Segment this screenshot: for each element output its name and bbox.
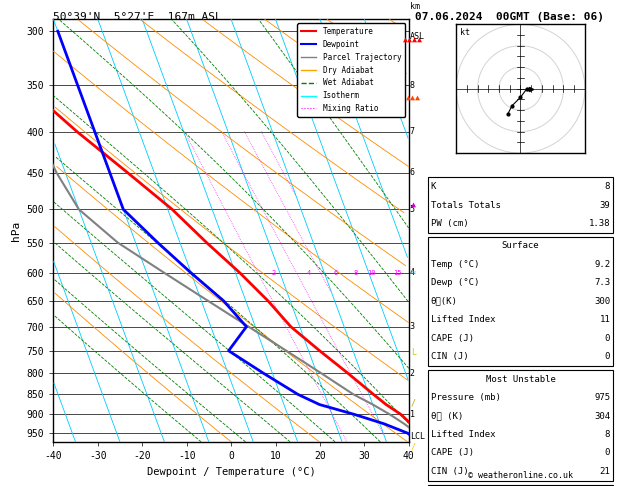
Text: Totals Totals: Totals Totals [431, 201, 501, 209]
Text: 8: 8 [604, 182, 610, 191]
Text: 1: 1 [410, 410, 415, 419]
Text: 7: 7 [410, 127, 415, 136]
Text: 9.2: 9.2 [594, 260, 610, 269]
Text: © weatheronline.co.uk: © weatheronline.co.uk [468, 471, 573, 480]
Text: PW (cm): PW (cm) [431, 219, 469, 228]
Text: ▲▲▲▲: ▲▲▲▲ [403, 35, 423, 43]
Text: CIN (J): CIN (J) [431, 467, 469, 476]
Text: 4: 4 [307, 270, 311, 276]
Text: 6: 6 [410, 168, 415, 177]
X-axis label: Dewpoint / Temperature (°C): Dewpoint / Temperature (°C) [147, 467, 316, 477]
Text: 5: 5 [410, 205, 415, 214]
Text: 15: 15 [393, 270, 402, 276]
Text: 10: 10 [367, 270, 376, 276]
Text: 1.38: 1.38 [589, 219, 610, 228]
Text: 21: 21 [599, 467, 610, 476]
Text: 8: 8 [353, 270, 358, 276]
Text: 8: 8 [410, 81, 415, 89]
Text: K: K [431, 182, 437, 191]
Text: km: km [410, 2, 420, 11]
Text: /: / [411, 443, 416, 451]
Text: 11: 11 [599, 315, 610, 324]
Text: θᴇ (K): θᴇ (K) [431, 412, 463, 420]
Text: θᴇ(K): θᴇ(K) [431, 297, 458, 306]
Text: Lifted Index: Lifted Index [431, 430, 496, 439]
Text: 0: 0 [604, 449, 610, 457]
Text: 0: 0 [604, 334, 610, 343]
Text: Pressure (mb): Pressure (mb) [431, 393, 501, 402]
Text: ≈: ≈ [411, 268, 416, 277]
Text: 7.3: 7.3 [594, 278, 610, 287]
Text: CAPE (J): CAPE (J) [431, 334, 474, 343]
Legend: Temperature, Dewpoint, Parcel Trajectory, Dry Adiabat, Wet Adiabat, Isotherm, Mi: Temperature, Dewpoint, Parcel Trajectory… [298, 23, 405, 117]
Y-axis label: hPa: hPa [11, 221, 21, 241]
Text: 4: 4 [410, 268, 415, 278]
Text: ▲: ▲ [411, 200, 416, 208]
Text: 39: 39 [599, 201, 610, 209]
Text: LCL: LCL [410, 432, 425, 441]
Text: Surface: Surface [502, 242, 539, 250]
Text: Temp (°C): Temp (°C) [431, 260, 479, 269]
Text: kt: kt [460, 28, 470, 37]
Text: L: L [411, 348, 416, 357]
Text: /: / [411, 399, 416, 408]
Text: Dewp (°C): Dewp (°C) [431, 278, 479, 287]
Text: 6: 6 [333, 270, 338, 276]
Text: CAPE (J): CAPE (J) [431, 449, 474, 457]
Text: CIN (J): CIN (J) [431, 352, 469, 361]
Text: 300: 300 [594, 297, 610, 306]
Text: 304: 304 [594, 412, 610, 420]
Text: 50°39'N  5°27'E  167m ASL: 50°39'N 5°27'E 167m ASL [53, 12, 222, 22]
Text: 2: 2 [271, 270, 276, 276]
Text: ASL: ASL [410, 32, 425, 41]
Text: 975: 975 [594, 393, 610, 402]
Text: 2: 2 [410, 369, 415, 378]
Text: Lifted Index: Lifted Index [431, 315, 496, 324]
Text: 0: 0 [604, 352, 610, 361]
Text: 8: 8 [604, 430, 610, 439]
Text: 07.06.2024  00GMT (Base: 06): 07.06.2024 00GMT (Base: 06) [415, 12, 604, 22]
Text: Most Unstable: Most Unstable [486, 375, 555, 383]
Text: ▲▲▲: ▲▲▲ [406, 93, 421, 102]
Text: 3: 3 [410, 322, 415, 331]
